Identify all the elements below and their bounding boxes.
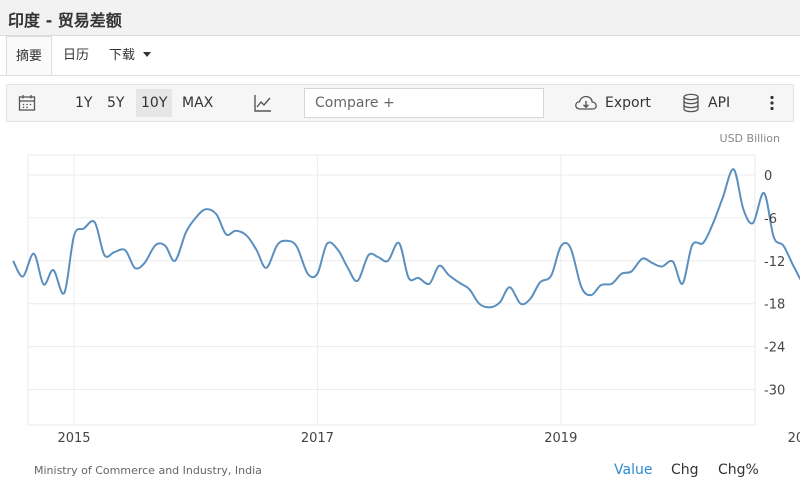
calendar-icon[interactable] (18, 94, 36, 112)
plot-border (27, 154, 756, 426)
range-10y-button[interactable]: 10Y (136, 89, 173, 117)
range-1y-button[interactable]: 1Y (75, 95, 93, 111)
x-tick-label: 2015 (57, 431, 90, 446)
mode-chg-button[interactable]: Chg (671, 462, 699, 478)
tab-summary[interactable]: 摘要 (6, 36, 52, 76)
database-icon[interactable] (682, 93, 700, 113)
x-tick-label: 2017 (301, 431, 334, 446)
y-tick-label: -24 (764, 341, 785, 356)
range-max-button[interactable]: MAX (182, 95, 214, 111)
y-tick-label: -18 (764, 298, 785, 313)
chart-toolbar: 1Y 5Y 10Y MAX Export API (6, 84, 794, 122)
cloud-download-icon[interactable] (574, 93, 598, 113)
mode-value-button[interactable]: Value (614, 462, 653, 478)
tab-download[interactable]: 下载 (109, 36, 152, 76)
mode-chg-pct-button[interactable]: Chg% (718, 462, 759, 478)
unit-label: USD Billion (720, 132, 781, 145)
range-5y-button[interactable]: 5Y (107, 95, 125, 111)
compare-input[interactable] (304, 88, 544, 118)
trade-balance-series-line (12, 168, 800, 309)
api-button[interactable]: API (708, 95, 731, 111)
source-credit: Ministry of Commerce and Industry, India (34, 464, 262, 477)
tab-divider (0, 75, 800, 76)
tab-calendar[interactable]: 日历 (63, 36, 89, 76)
x-tick-label: 2021 (788, 431, 800, 446)
vertical-dots-icon[interactable] (769, 95, 775, 111)
tab-summary-label: 摘要 (15, 49, 42, 64)
trade-balance-chart: 0-6-12-18-24-3020152017201920212023USD B… (12, 132, 800, 446)
y-tick-label: -12 (764, 255, 785, 270)
y-tick-label: -30 (764, 384, 785, 399)
y-tick-label: -6 (764, 212, 777, 227)
line-chart-icon[interactable] (253, 93, 273, 113)
tab-calendar-label: 日历 (63, 48, 90, 63)
x-tick-label: 2019 (544, 431, 577, 446)
caret-down-icon (143, 52, 152, 57)
export-button[interactable]: Export (605, 95, 651, 111)
y-tick-label: 0 (764, 169, 772, 184)
tab-download-label: 下载 (109, 48, 136, 63)
title-bar: 印度 - 贸易差额 (0, 0, 800, 36)
tab-bar: 摘要 日历 下载 (0, 36, 800, 76)
page-title: 印度 - 贸易差额 (8, 11, 122, 30)
